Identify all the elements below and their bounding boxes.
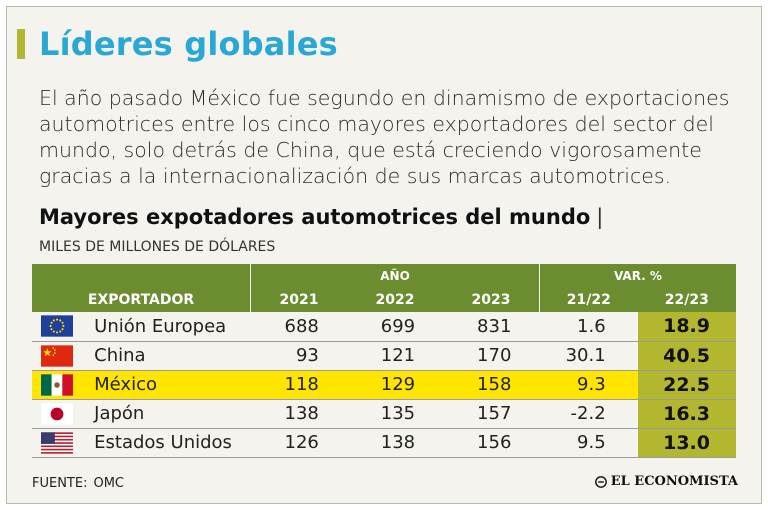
chart-units: MILES DE MILLONES DE DÓLARES [39,239,276,255]
country-cell: México [82,370,251,400]
title-accent-bar [17,29,25,59]
japan-flag-icon [41,402,74,425]
var-22-23: 13.0 [637,428,736,458]
group-header-year: AÑO [250,264,540,288]
usa-flag-icon [41,431,74,454]
value-2021: 688 [250,312,347,342]
eu-flag-icon [41,315,74,337]
exporters-table: AÑO VAR. % EXPORTADOR 2021 2022 2023 21/… [32,264,736,458]
brand-name: EL ECONOMISTA [610,474,738,489]
value-2022: 138 [346,428,444,458]
var-22-23: 18.9 [637,312,736,342]
mexico-flag-icon [41,373,74,396]
value-2023: 170 [443,341,540,371]
source-label: FUENTE: [32,476,88,491]
var-21-22: 1.6 [539,312,638,342]
value-2022: 699 [346,312,444,342]
group-header-blank [32,264,251,288]
brand-mark-icon [594,475,607,488]
value-2021: 93 [250,341,347,371]
value-2022: 135 [346,399,444,429]
column-header-var-22-23: 22/23 [637,288,736,312]
value-2022: 129 [346,370,444,400]
var-21-22: 9.3 [539,370,638,400]
page-title: Líderes globales [39,25,338,63]
column-header-2021: 2021 [250,288,347,312]
china-flag-icon [41,344,74,367]
source-value: OMC [93,476,124,491]
group-header-var: VAR. % [538,264,736,288]
country-cell: Unión Europea [82,312,251,342]
chart-title-separator: | [596,205,604,229]
value-2023: 158 [443,370,540,400]
var-21-22: 9.5 [539,428,638,458]
table-row-highlighted: México 118 129 158 9.3 22.5 [32,370,736,400]
column-header-2022: 2022 [346,288,444,312]
value-2021: 118 [250,370,347,400]
table-row: Unión Europea 688 699 831 1.6 18.9 [32,312,736,342]
chart-title-text: Mayores expotadores automotrices del mun… [39,205,591,229]
group-header-row: AÑO VAR. % [32,264,736,288]
column-header-2023: 2023 [443,288,540,312]
chart-title: Mayores expotadores automotrices del mun… [39,205,603,229]
intro-paragraph: El año pasado México fue segundo en dina… [39,86,730,188]
brand-logo: EL ECONOMISTA [594,474,738,489]
value-2021: 126 [250,428,347,458]
source-note: FUENTE: OMC [32,476,124,491]
var-22-23: 40.5 [637,341,736,371]
country-cell: Estados Unidos [82,428,251,458]
value-2021: 138 [250,399,347,429]
table-row: Japón 138 135 157 -2.2 16.3 [32,399,736,429]
var-22-23: 22.5 [637,370,736,400]
var-22-23: 16.3 [637,399,736,429]
table-row: China 93 121 170 30.1 40.5 [32,341,736,371]
country-cell: Japón [82,399,251,429]
table-row: Estados Unidos 126 138 156 9.5 13.0 [32,428,736,458]
value-2023: 831 [443,312,540,342]
value-2023: 156 [443,428,540,458]
value-2022: 121 [346,341,444,371]
var-21-22: 30.1 [539,341,638,371]
country-cell: China [82,341,251,371]
column-header-row: EXPORTADOR 2021 2022 2023 21/22 22/23 [32,288,736,312]
column-header-exporter: EXPORTADOR [32,288,251,312]
var-21-22: -2.2 [539,399,638,429]
column-header-var-21-22: 21/22 [538,288,638,312]
value-2023: 157 [443,399,540,429]
